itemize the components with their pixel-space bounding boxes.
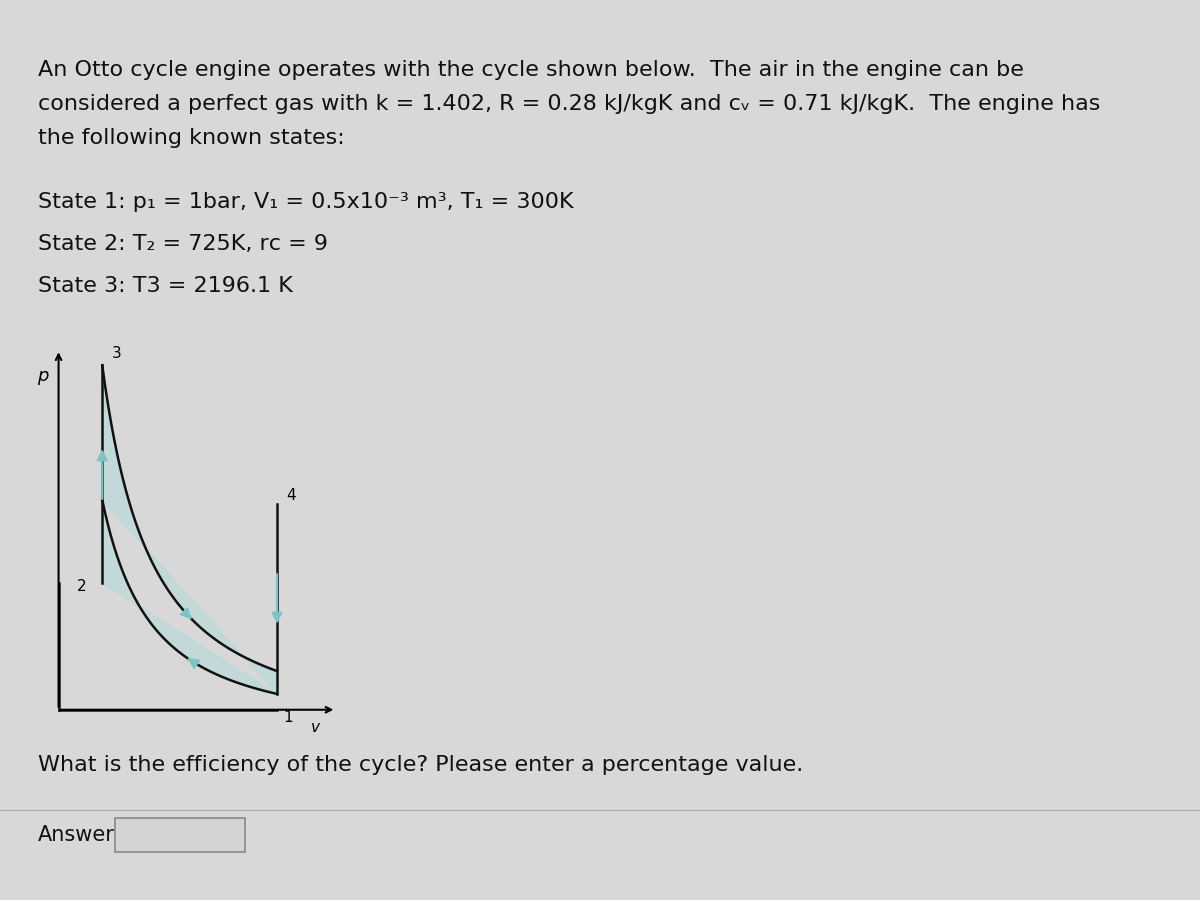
Text: 2: 2 <box>77 580 86 595</box>
Text: 1: 1 <box>283 710 293 724</box>
Text: 3: 3 <box>112 346 121 361</box>
Text: 4: 4 <box>287 489 296 503</box>
Text: considered a perfect gas with k = 1.402, R = 0.28 kJ/kgK and cᵥ = 0.71 kJ/kgK.  : considered a perfect gas with k = 1.402,… <box>38 94 1100 114</box>
Text: What is the efficiency of the cycle? Please enter a percentage value.: What is the efficiency of the cycle? Ple… <box>38 755 803 775</box>
Polygon shape <box>102 365 277 694</box>
Text: v: v <box>311 719 320 734</box>
Text: State 1: p₁ = 1bar, V₁ = 0.5x10⁻³ m³, T₁ = 300K: State 1: p₁ = 1bar, V₁ = 0.5x10⁻³ m³, T₁… <box>38 192 574 212</box>
Text: State 2: T₂ = 725K, rᴄ = 9: State 2: T₂ = 725K, rᴄ = 9 <box>38 234 328 254</box>
Text: Answer:: Answer: <box>38 825 121 845</box>
Bar <box>115 818 245 852</box>
Text: An Otto cycle engine operates with the cycle shown below.  The air in the engine: An Otto cycle engine operates with the c… <box>38 60 1024 80</box>
Text: State 3: T3 = 2196.1 K: State 3: T3 = 2196.1 K <box>38 276 293 296</box>
Text: the following known states:: the following known states: <box>38 128 344 148</box>
Text: p: p <box>37 367 48 385</box>
